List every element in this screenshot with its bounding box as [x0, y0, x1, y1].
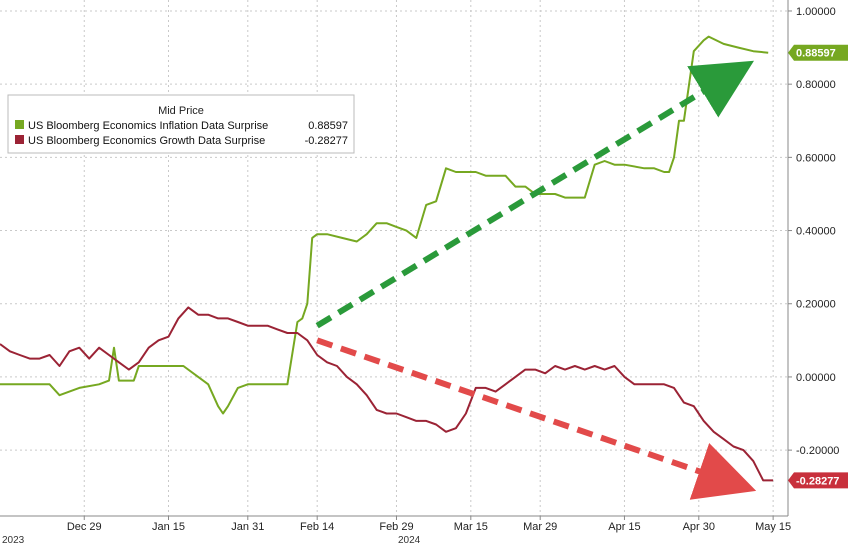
x-ticks: Dec 29 Jan 15 Jan 31 Feb 14 Feb 29 Mar 15 Mar …	[67, 516, 791, 533]
legend-box	[7, 94, 355, 154]
annotation-arrows	[315, 60, 757, 500]
last-value-flag-growth: -0.28277	[788, 472, 848, 489]
y-tick-label: 0.60000	[796, 152, 836, 164]
last-value-growth: -0.28277	[796, 475, 839, 487]
y-tick-label: 1.00000	[796, 6, 836, 18]
x-tick-label: Apr 30	[683, 521, 715, 533]
year-label-2024: 2024	[398, 535, 421, 546]
legend-value-inflation: 0.88597	[308, 120, 348, 132]
series-line-growth	[0, 306, 774, 482]
legend-label-growth: US Bloomberg Economics Growth Data Surpr…	[28, 135, 265, 147]
y-tick-label: 0.20000	[796, 299, 836, 311]
y-ticks: -0.20000 0.00000 0.20000 0.40000 0.60000 0.80…	[788, 6, 839, 457]
legend-swatch-inflation	[15, 120, 24, 129]
legend-label-inflation: US Bloomberg Economics Inflation Data Su…	[28, 120, 268, 132]
y-tick-label: -0.20000	[796, 445, 839, 457]
legend-swatch-growth	[15, 135, 24, 144]
x-tick-label: Mar 15	[454, 521, 488, 533]
last-value-flag-inflation: 0.88597	[788, 44, 848, 61]
last-value-inflation: 0.88597	[796, 48, 836, 60]
year-label-2023: 2023	[2, 535, 25, 546]
legend-value-growth: -0.28277	[305, 135, 348, 147]
x-tick-label: Feb 29	[379, 521, 413, 533]
x-tick-label: Feb 14	[300, 521, 334, 533]
trend-arrow-up	[315, 60, 755, 329]
legend-title: Mid Price	[158, 105, 204, 117]
x-tick-label: Jan 31	[231, 521, 264, 533]
y-tick-label: 0.40000	[796, 226, 836, 238]
x-tick-label: May 15	[755, 521, 791, 533]
series-lines	[0, 35, 774, 482]
x-tick-label: Mar 29	[523, 521, 557, 533]
x-tick-label: Jan 15	[152, 521, 185, 533]
legend: Mid Price US Bloomberg Economics Inflati…	[7, 94, 355, 154]
x-tick-label: Dec 29	[67, 521, 102, 533]
series-line-inflation	[0, 35, 769, 415]
y-tick-label: 0.00000	[796, 372, 836, 384]
x-tick-label: Apr 15	[608, 521, 640, 533]
y-tick-label: 0.80000	[796, 79, 836, 91]
